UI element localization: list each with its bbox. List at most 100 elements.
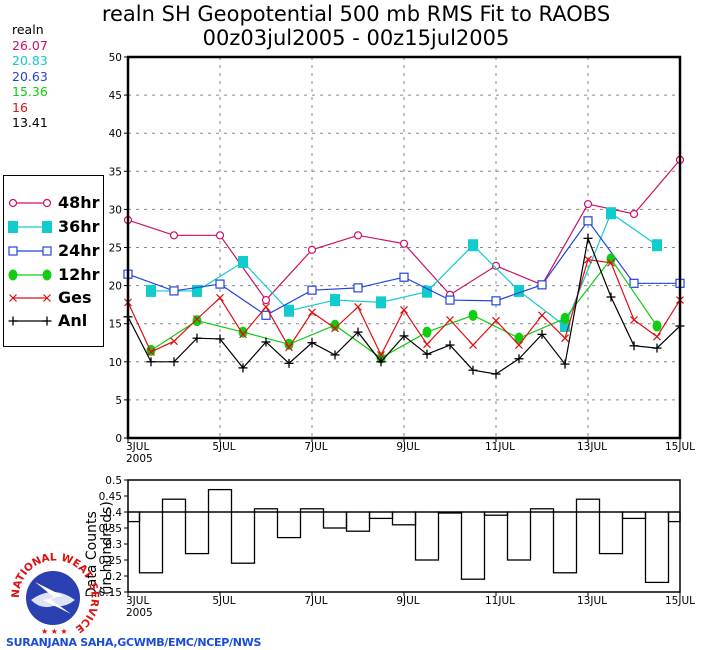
data-point	[307, 338, 317, 348]
data-point	[538, 311, 546, 320]
data-point	[629, 341, 639, 351]
count-bar	[276, 511, 302, 539]
y-tick-label: 15	[109, 319, 122, 331]
data-point	[514, 284, 524, 297]
x-tick-label: 5JUL	[212, 595, 235, 607]
stat-48hr: 26.07	[12, 37, 48, 53]
x-tick-label: 9JUL	[396, 595, 419, 607]
data-point	[192, 333, 202, 343]
series-line-36hr	[151, 212, 658, 327]
data-point	[215, 279, 225, 289]
x-tick-label: 7JUL	[304, 595, 327, 607]
logo-stars: ★ ★ ★	[41, 627, 68, 636]
data-point	[492, 316, 500, 325]
y-tick-label: 50	[109, 52, 122, 64]
data-point	[353, 283, 363, 293]
data-point	[606, 292, 616, 302]
nws-logo-icon: NATIONAL WEATHER SERVICE ★ ★ ★	[5, 548, 101, 636]
data-point	[629, 278, 639, 288]
data-point	[607, 258, 615, 267]
y-tick-label: 35	[109, 166, 122, 178]
y-tick-label: 0.15	[99, 587, 122, 599]
legend-marker	[42, 198, 52, 208]
data-point	[216, 293, 224, 302]
data-point	[514, 354, 524, 364]
data-point	[560, 319, 570, 332]
legend-marker	[42, 316, 52, 326]
data-point	[192, 315, 202, 327]
data-point	[261, 337, 271, 347]
data-point	[423, 340, 431, 349]
data-point	[308, 308, 316, 317]
data-point	[606, 253, 616, 265]
bottom-chart-ylabel: Data Counts (in hundreds)	[82, 476, 114, 596]
data-point	[169, 231, 179, 240]
data-point	[652, 343, 662, 353]
data-point	[491, 369, 501, 379]
x-tick-label: 5JUL	[212, 441, 235, 453]
data-point	[376, 296, 386, 309]
legend-marker	[8, 316, 18, 326]
count-bar	[506, 511, 532, 561]
stats-label: realn	[12, 22, 44, 37]
legend-marker	[42, 246, 52, 256]
stat-12hr: 15.36	[12, 84, 48, 99]
data-point	[353, 327, 363, 337]
data-point	[192, 284, 202, 297]
ylabel-line-2: (in hundreds)	[99, 501, 114, 595]
data-point	[537, 329, 547, 339]
data-point	[353, 231, 363, 240]
count-bar	[184, 511, 210, 555]
data-point	[146, 357, 156, 367]
legend-marker	[8, 269, 18, 281]
count-bar	[414, 511, 440, 561]
y-tick-label: 5	[115, 395, 122, 407]
legend-item-ges: Ges	[4, 287, 104, 309]
data-point	[445, 340, 455, 350]
data-point	[239, 330, 247, 339]
y-tick-label: 0.5	[105, 475, 122, 487]
credit-text: SURANJANA SAHA,GCWMB/EMC/NCEP/NWS	[6, 636, 262, 649]
title-line-1: realn SH Geopotential 500 mb RMS Fit to …	[101, 2, 611, 26]
data-point	[469, 341, 477, 349]
legend-label: 48hr	[58, 193, 100, 212]
data-point	[285, 343, 293, 352]
ylabel-line-1: Data Counts	[84, 511, 100, 596]
x-tick-label: 9JUL	[396, 441, 419, 453]
data-point	[331, 324, 339, 333]
data-point	[399, 331, 409, 341]
legend-item-48hr: 48hr	[4, 192, 104, 214]
series-anl	[123, 233, 685, 379]
count-bar	[322, 511, 348, 529]
stats-panel: realn 26.07 20.83 20.63 15.36 16 13.41	[12, 22, 48, 131]
data-point	[445, 295, 455, 305]
data-point	[491, 261, 501, 270]
x-tick-sublabel: 2005	[126, 453, 153, 465]
legend-marker	[9, 294, 17, 302]
count-bar	[598, 511, 624, 555]
count-bar	[345, 511, 371, 532]
count-bar	[138, 511, 164, 574]
y-tick-label: 30	[109, 204, 122, 216]
data-point	[377, 351, 385, 359]
legend-label: Ges	[58, 288, 92, 307]
count-bar	[207, 488, 233, 513]
series-48hr	[123, 155, 685, 305]
data-point	[584, 255, 592, 264]
count-bar	[552, 511, 578, 574]
filled-circle-marker-icon	[8, 269, 52, 281]
legend-marker	[8, 246, 18, 256]
open-square-marker-icon	[8, 246, 52, 256]
data-point	[215, 231, 225, 240]
x-tick-sublabel: 2005	[126, 607, 153, 619]
series-36hr	[146, 207, 662, 332]
data-point	[422, 349, 432, 359]
count-bar	[644, 511, 670, 584]
data-point	[515, 341, 523, 349]
y-tick-label: 0.35	[99, 523, 122, 535]
data-point	[330, 350, 340, 360]
count-bar	[368, 511, 394, 520]
y-tick-label: 0	[115, 433, 122, 445]
y-tick-label: 45	[109, 90, 122, 102]
